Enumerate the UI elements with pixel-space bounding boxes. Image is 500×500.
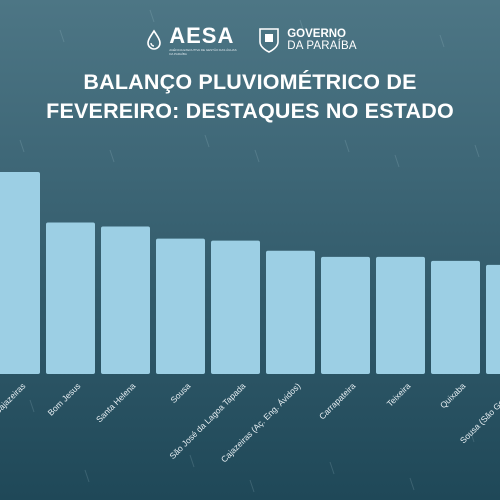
category-label-4: Sousa (168, 381, 192, 405)
bar-8 (376, 256, 425, 374)
category-label-7: Carrapateira (317, 381, 358, 422)
aesa-logo: AESA AGÊNCIA EXECUTIVA DE GESTÃO DAS ÁGU… (143, 22, 239, 56)
category-labels-group: Cajazeiras Bom Jesus Santa Helena SousaSão … (0, 381, 500, 465)
bar-10 (486, 264, 500, 374)
title-line-1: BALANÇO PLUVIOMÉTRICO DE (83, 70, 417, 94)
bars-group (0, 172, 500, 374)
aesa-drop-icon (147, 29, 162, 50)
title-line-2: FEVEREIRO: DESTAQUES NO ESTADO (46, 99, 454, 123)
bar-5 (211, 240, 260, 374)
bar-1 (0, 172, 40, 374)
gov-line-2: DA PARAÍBA (287, 40, 357, 52)
category-label-2: Bom Jesus (46, 381, 83, 418)
header-logos: AESA AGÊNCIA EXECUTIVA DE GESTÃO DAS ÁGU… (0, 22, 500, 58)
bar-4 (156, 238, 205, 374)
governo-logo: GOVERNO DA PARAÍBA (257, 26, 357, 54)
bar-2 (46, 222, 95, 374)
aesa-wordmark: AESA (169, 22, 235, 48)
category-label-8: Teixeira (385, 381, 413, 409)
bar-3 (101, 226, 150, 374)
category-label-3: Santa Helena (94, 381, 138, 425)
bar-7 (321, 256, 370, 374)
category-label-9: Quixaba (438, 381, 468, 411)
aesa-tagline: AGÊNCIA EXECUTIVA DE GESTÃO DAS ÁGUAS DA… (169, 47, 237, 56)
gov-line-1: GOVERNO (287, 28, 347, 40)
bar-6 (266, 250, 315, 374)
category-label-1: Cajazeiras (0, 381, 27, 416)
bar-9 (431, 260, 480, 374)
state-seal-icon (259, 28, 280, 53)
page-title: BALANÇO PLUVIOMÉTRICO DE FEVEREIRO: DEST… (0, 68, 500, 126)
